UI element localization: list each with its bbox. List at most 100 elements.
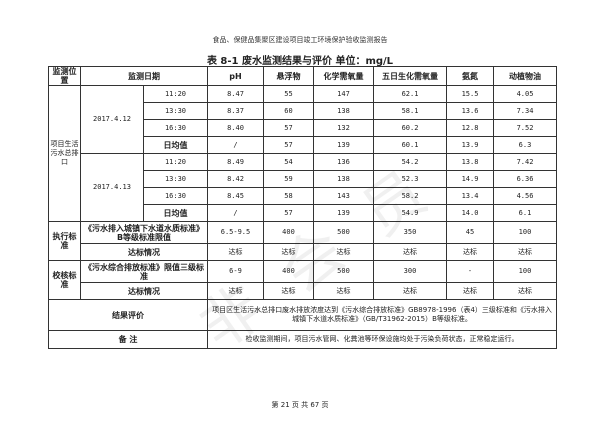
table-cell: 500 <box>313 221 374 244</box>
header-cell: 氨氮 <box>446 66 494 86</box>
table-cell: 59 <box>263 170 314 188</box>
table-cell: 57 <box>263 119 314 137</box>
table-cell: 13:30 <box>143 170 208 188</box>
table-cell: 60.2 <box>373 119 447 137</box>
table-cell: 55 <box>263 85 314 103</box>
status-cell: 达标 <box>313 282 374 300</box>
table-cell: 60 <box>263 102 314 120</box>
page-footer: 第 21 页 共 67 页 <box>271 401 329 409</box>
standard-name: 《污水排入城镇下水道水质标准》B等级标准限值 <box>80 221 208 244</box>
table-cell: 500 <box>313 260 374 283</box>
table-cell: - <box>446 260 494 283</box>
table-row: 监测位置 监测日期 pH 悬浮物 化学需氧量 五日生化需氧量 氨氮 动植物油 <box>48 66 557 86</box>
table-row: 校核标准 《污水综合排放标准》限值三级标准 6-9 400 500 300-100 <box>48 260 557 300</box>
table-cell: 8.47 <box>207 85 264 103</box>
table-cell: 6.1 <box>493 204 557 222</box>
table-cell: 100 <box>493 260 557 283</box>
standard-label: 执行标准 <box>48 221 81 261</box>
table-row: 16:30 8.40 57 132 60.2 12.8 7.52 <box>49 119 557 137</box>
table-cell: 13:30 <box>143 102 208 120</box>
table-row: 项目生活污水总排口 2017.4.12 11:20 8.47 55 147 62.1 15.5… <box>48 85 557 222</box>
date-cell: 2017.4.12 <box>80 85 144 154</box>
table-row: 结果评价 项目区生活污水总排口废水排放浓度达到《污水综合排放标准》GB8978-1… <box>48 299 557 331</box>
evaluation-text: 项目区生活污水总排口废水排放浓度达到《污水综合排放标准》GB8978-1996（… <box>207 299 557 331</box>
header-cell: 监测日期 <box>80 66 208 86</box>
table-cell: 11:20 <box>143 85 208 103</box>
status-cell: 达标 <box>263 243 314 261</box>
evaluation-label: 结果评价 <box>48 299 208 331</box>
table-cell: 58.2 <box>373 187 447 205</box>
table-cell: 4.05 <box>493 85 557 103</box>
table-cell: 350 <box>373 221 447 244</box>
table-cell: / <box>207 204 264 222</box>
table-cell: 139 <box>313 136 374 154</box>
status-cell: 达标 <box>493 282 557 300</box>
table-cell: 300 <box>373 260 447 283</box>
location-cell: 项目生活污水总排口 <box>48 85 81 222</box>
table-row: 13:30 8.37 60 138 58.1 13.6 7.34 <box>49 102 557 120</box>
status-cell: 达标 <box>313 243 374 261</box>
note-label: 备 注 <box>48 330 208 349</box>
table-cell: 16:30 <box>143 119 208 137</box>
table-row: 执行标准 《污水排入城镇下水道水质标准》B等级标准限值 6.5-9.5 400 500 3… <box>48 221 557 261</box>
status-cell: 达标 <box>373 243 447 261</box>
table-cell: 138 <box>313 102 374 120</box>
date-cell: 2017.4.13 <box>80 153 144 222</box>
table-row: 16:30 8.45 58 143 58.2 13.4 4.56 <box>49 187 557 205</box>
status-label: 达标情况 <box>80 243 208 261</box>
table-cell: 400 <box>263 260 314 283</box>
table-cell: 7.52 <box>493 119 557 137</box>
status-cell: 达标 <box>263 282 314 300</box>
table-cell: 136 <box>313 153 374 171</box>
table-cell: 13.6 <box>446 102 494 120</box>
table-cell: 58 <box>263 187 314 205</box>
table-cell: 100 <box>493 221 557 244</box>
table-cell: 7.42 <box>493 153 557 171</box>
table-cell: 400 <box>263 221 314 244</box>
table-cell: 8.40 <box>207 119 264 137</box>
table-cell: 12.8 <box>446 119 494 137</box>
table-cell: 4.56 <box>493 187 557 205</box>
table-row: 备 注检收监测期间，项目污水管网、化粪池等环保设施均处于污染负荷状态，正常稳定运… <box>48 330 557 349</box>
table-cell: 日均值 <box>143 204 208 222</box>
table-cell: 13.8 <box>446 153 494 171</box>
table-row: 达标情况 达标 达标 达标 达标 达标 达标 <box>49 243 557 261</box>
status-cell: 达标 <box>446 282 494 300</box>
note-text: 检收监测期间，项目污水管网、化粪池等环保设施均处于污染负荷状态，正常稳定运行。 <box>207 330 557 349</box>
table-cell: 132 <box>313 119 374 137</box>
table-cell: 8.49 <box>207 153 264 171</box>
table-cell: 6-9 <box>207 260 264 283</box>
wastewater-results-table: 监测位置 监测日期 pH 悬浮物 化学需氧量 五日生化需氧量 氨氮 动植物油 项目生活污水总排口… <box>48 66 557 349</box>
header-cell: 动植物油 <box>493 66 557 86</box>
table-cell: / <box>207 136 264 154</box>
table-cell: 57 <box>263 136 314 154</box>
table-cell: 139 <box>313 204 374 222</box>
table-cell: 16:30 <box>143 187 208 205</box>
table-cell: 60.1 <box>373 136 447 154</box>
table-cell: 13.9 <box>446 136 494 154</box>
table-title: 表 8-1 废水监测结果与评价 单位：mg/L <box>206 56 394 67</box>
status-cell: 达标 <box>207 243 264 261</box>
standard-label: 校核标准 <box>48 260 81 300</box>
standard-name: 《污水综合排放标准》限值三级标准 <box>80 260 208 283</box>
table-cell: 8.45 <box>207 187 264 205</box>
table-cell: 14.9 <box>446 170 494 188</box>
table-cell: 14.0 <box>446 204 494 222</box>
table-cell: 62.1 <box>373 85 447 103</box>
table-row: 日均值/57 139 54.9 14.0 6.1 <box>49 204 557 222</box>
table-cell: 45 <box>446 221 494 244</box>
table-cell: 54.2 <box>373 153 447 171</box>
table-cell: 58.1 <box>373 102 447 120</box>
running-header: 食品、保健品集聚区建设项目竣工环境保护验收监测报告 <box>212 36 388 44</box>
table-cell: 日均值 <box>143 136 208 154</box>
header-cell: 监测位置 <box>48 66 81 86</box>
table-cell: 6.3 <box>493 136 557 154</box>
table-cell: 6.36 <box>493 170 557 188</box>
header-cell: 悬浮物 <box>263 66 314 86</box>
header-cell: 五日生化需氧量 <box>373 66 447 86</box>
table-cell: 8.42 <box>207 170 264 188</box>
table-cell: 13.4 <box>446 187 494 205</box>
header-cell: 化学需氧量 <box>313 66 374 86</box>
table-row: 日均值/57 139 60.1 13.9 6.3 <box>49 136 557 154</box>
status-cell: 达标 <box>207 282 264 300</box>
